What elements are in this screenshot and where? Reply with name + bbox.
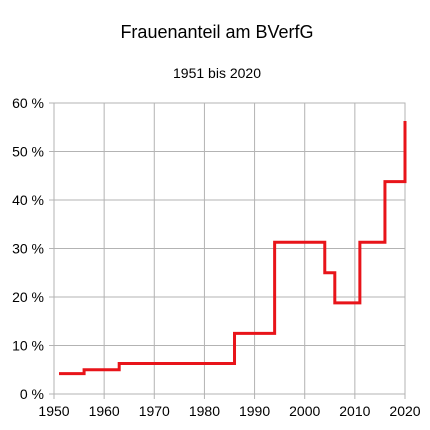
x-tick-label: 1970	[139, 403, 170, 419]
y-tick-label: 30 %	[12, 241, 44, 257]
y-tick-label: 0 %	[20, 386, 44, 402]
y-tick-label: 60 %	[12, 95, 44, 111]
x-tick-label: 2020	[389, 403, 420, 419]
x-tick-label: 1960	[89, 403, 120, 419]
axes	[53, 102, 406, 395]
chart-subtitle: 1951 bis 2020	[173, 65, 261, 81]
x-tick-label: 2010	[339, 403, 370, 419]
x-tick-label: 1950	[38, 403, 69, 419]
y-tick-label: 10 %	[12, 338, 44, 354]
y-tick-label: 50 %	[12, 144, 44, 160]
x-axis-ticks: 1950 1960 1970 1980 1990 2000 2010 2020	[38, 403, 420, 419]
x-tick-label: 1980	[189, 403, 220, 419]
y-tick-label: 40 %	[12, 192, 44, 208]
x-tick-label: 2000	[289, 403, 320, 419]
chart-title: Frauenanteil am BVerfG	[120, 22, 313, 42]
x-tick-label: 1990	[239, 403, 270, 419]
grid	[49, 102, 406, 399]
series-group	[59, 120, 407, 376]
y-axis-ticks: 0 % 10 % 20 % 30 % 40 % 50 % 60 %	[12, 95, 44, 402]
y-tick-label: 20 %	[12, 289, 44, 305]
plot-frame	[53, 102, 406, 395]
series-line	[59, 120, 407, 376]
